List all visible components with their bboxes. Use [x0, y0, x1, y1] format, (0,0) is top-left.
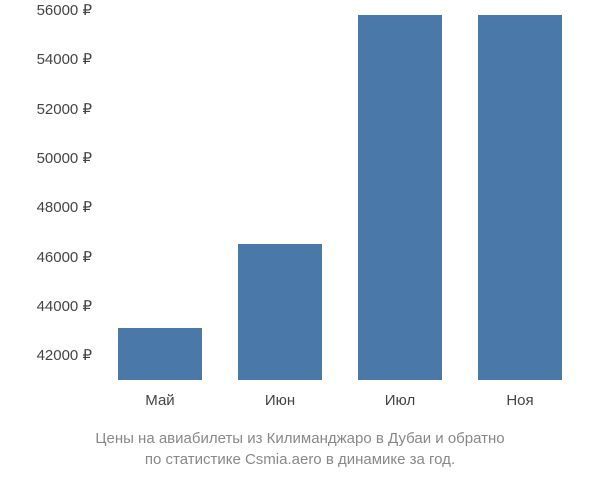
caption-line-2: по статистике Csmia.aero в динамике за г…	[0, 449, 600, 470]
y-tick-label: 46000 ₽	[37, 248, 92, 266]
bar	[358, 15, 442, 380]
bar	[118, 328, 202, 380]
bars-container	[100, 10, 580, 380]
y-tick-label: 42000 ₽	[37, 346, 92, 364]
y-tick-label: 52000 ₽	[37, 100, 92, 118]
price-bar-chart: 42000 ₽ 44000 ₽ 46000 ₽ 48000 ₽ 50000 ₽ 52000…	[0, 0, 600, 500]
bar	[238, 244, 322, 380]
y-tick-label: 54000 ₽	[37, 50, 92, 68]
x-tick-label: Ноя	[506, 392, 533, 409]
bar	[478, 15, 562, 380]
plot-area: 42000 ₽44000 ₽46000 ₽48000 ₽50000 ₽52000…	[100, 10, 580, 380]
x-axis-labels: Май Июн Июл Ноя	[100, 392, 580, 416]
y-tick-label: 56000 ₽	[37, 1, 92, 19]
y-tick-label: 50000 ₽	[37, 149, 92, 167]
x-tick-label: Июн	[265, 392, 295, 409]
x-tick-label: Май	[145, 392, 174, 409]
caption-line-1: Цены на авиабилеты из Килиманджаро в Дуб…	[0, 428, 600, 449]
y-tick-label: 44000 ₽	[37, 297, 92, 315]
x-tick-label: Июл	[385, 392, 415, 409]
chart-caption: Цены на авиабилеты из Килиманджаро в Дуб…	[0, 428, 600, 470]
y-tick-label: 48000 ₽	[37, 198, 92, 216]
